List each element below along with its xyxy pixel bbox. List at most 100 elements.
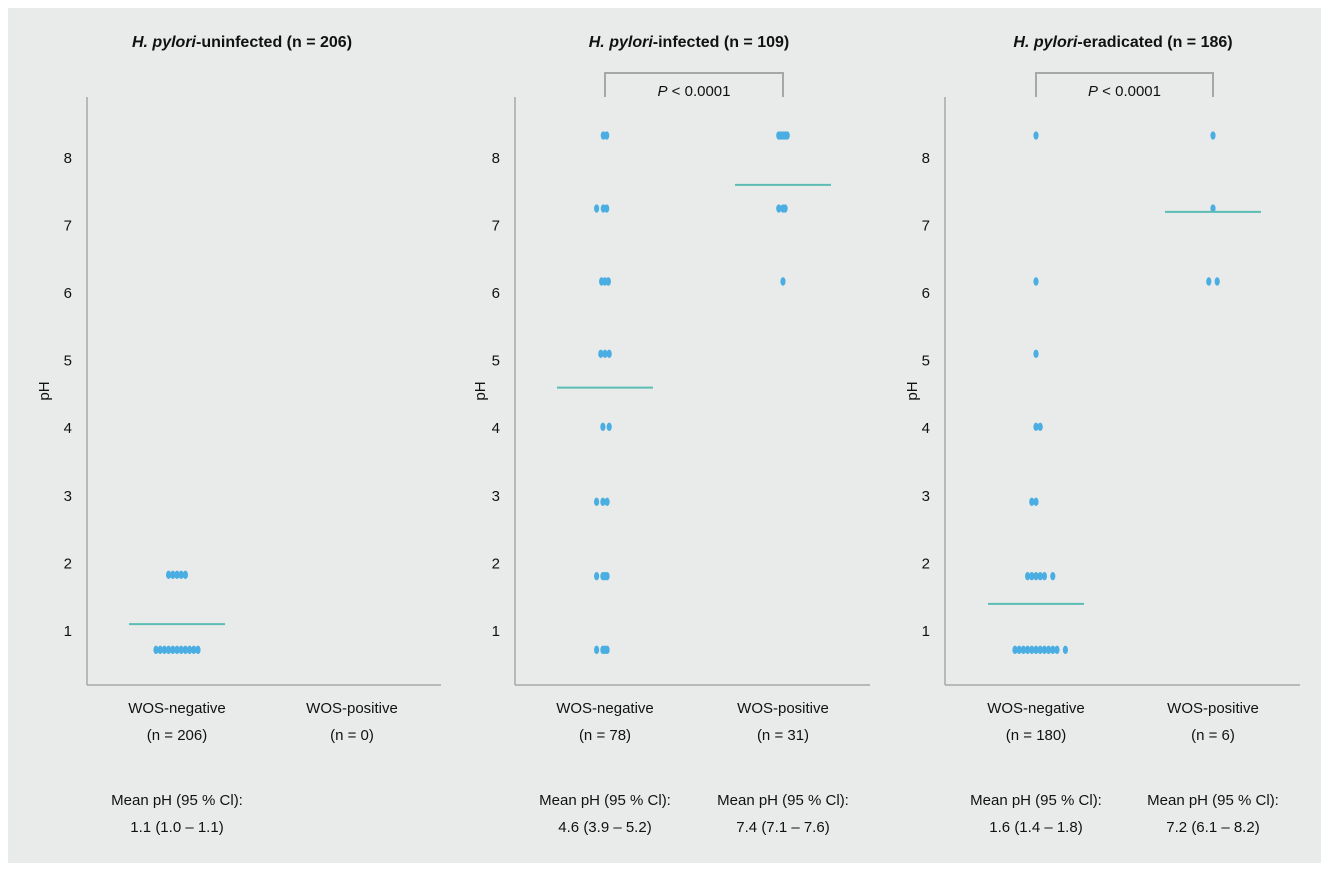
data-point	[166, 570, 172, 580]
y-tick-label: 6	[922, 285, 930, 302]
y-tick-label: 7	[492, 217, 500, 234]
y-tick-label: 5	[922, 353, 930, 370]
data-point	[195, 645, 201, 655]
data-point	[604, 204, 610, 213]
data-point	[1033, 645, 1039, 655]
data-point	[170, 570, 176, 580]
data-point	[594, 497, 600, 507]
data-point	[1033, 277, 1039, 286]
category-label: WOS-positive (n = 0)	[306, 700, 398, 744]
y-tick-label: 6	[492, 285, 500, 302]
data-point	[1206, 277, 1212, 286]
y-tick-label: 3	[922, 488, 930, 505]
data-point	[1025, 645, 1031, 655]
data-point	[178, 645, 184, 655]
y-tick-label: 4	[922, 420, 930, 437]
significance-bracket	[604, 72, 784, 97]
data-point	[1012, 645, 1018, 655]
y-tick-label: 6	[64, 285, 72, 302]
y-tick-label: 3	[492, 488, 500, 505]
data-point	[1029, 571, 1035, 581]
data-point	[606, 422, 612, 432]
data-point	[784, 131, 790, 140]
y-tick-label: 7	[922, 217, 930, 234]
data-point	[602, 349, 608, 359]
y-tick-label: 1	[64, 623, 72, 640]
data-point	[604, 497, 610, 507]
data-point	[1016, 645, 1022, 655]
data-point	[182, 645, 188, 655]
data-point	[1210, 204, 1216, 213]
data-point	[1041, 645, 1047, 655]
y-axis-label: pH	[904, 381, 921, 400]
data-point	[182, 570, 188, 580]
significance-label: P < 0.0001	[658, 83, 731, 100]
data-point	[174, 570, 180, 580]
data-point	[604, 131, 610, 140]
y-tick-label: 2	[64, 555, 72, 572]
data-point	[1029, 497, 1035, 507]
data-point	[174, 645, 180, 655]
data-point	[605, 277, 611, 286]
data-point	[600, 422, 606, 432]
mean-ph-stat: Mean pH (95 % Cl): 7.2 (6.1 – 8.2)	[1147, 792, 1279, 836]
y-tick-label: 5	[64, 353, 72, 370]
data-point	[1214, 277, 1220, 286]
data-point	[782, 204, 788, 213]
y-axis-label: pH	[36, 381, 53, 400]
data-point	[187, 645, 193, 655]
y-tick-label: 2	[922, 555, 930, 572]
y-tick-label: 1	[492, 623, 500, 640]
data-point	[1054, 645, 1060, 655]
data-point	[604, 645, 610, 655]
category-label: WOS-positive (n = 6)	[1167, 700, 1259, 744]
y-tick-label: 8	[64, 150, 72, 167]
significance-bracket	[1035, 72, 1214, 97]
data-point	[594, 645, 600, 655]
y-tick-label: 2	[492, 555, 500, 572]
data-point	[191, 645, 197, 655]
data-point	[1020, 645, 1026, 655]
data-point	[1037, 571, 1043, 581]
data-point	[170, 645, 176, 655]
y-axis-label: pH	[472, 381, 489, 400]
data-point	[1033, 497, 1039, 507]
significance-label: P < 0.0001	[1088, 83, 1161, 100]
mean-ph-stat: Mean pH (95 % Cl): 1.1 (1.0 – 1.1)	[111, 792, 243, 836]
panel-title-infected: H. pylori-infected (n = 109)	[588, 34, 790, 51]
data-point	[1210, 131, 1216, 140]
data-point	[780, 277, 786, 286]
mean-ph-stat: Mean pH (95 % Cl): 7.4 (7.1 – 7.6)	[717, 792, 849, 836]
data-point	[1033, 349, 1039, 359]
y-tick-label: 4	[64, 420, 72, 437]
data-point	[1033, 422, 1039, 432]
y-tick-label: 5	[492, 353, 500, 370]
category-label: WOS-negative (n = 78)	[556, 700, 654, 744]
data-point	[153, 645, 159, 655]
data-point	[1033, 131, 1039, 140]
data-point	[1050, 645, 1056, 655]
data-point	[1062, 645, 1068, 655]
y-tick-label: 8	[922, 150, 930, 167]
data-point	[1037, 645, 1043, 655]
category-label: WOS-negative (n = 206)	[128, 700, 226, 744]
data-point	[178, 570, 184, 580]
data-point	[161, 645, 167, 655]
data-point	[1046, 645, 1052, 655]
mean-ph-stat: Mean pH (95 % Cl): 4.6 (3.9 – 5.2)	[539, 792, 671, 836]
data-point	[598, 349, 604, 359]
data-point	[1033, 571, 1039, 581]
category-label: WOS-positive (n = 31)	[737, 700, 829, 744]
panel-title-uninfected: H. pylori-uninfected (n = 206)	[131, 34, 353, 51]
data-point	[606, 349, 612, 359]
data-point	[1037, 422, 1043, 432]
category-label: WOS-negative (n = 180)	[987, 700, 1085, 744]
data-point	[594, 204, 600, 213]
data-point	[604, 571, 610, 581]
data-point	[1050, 571, 1056, 581]
panel-title-eradicated: H. pylori-eradicated (n = 186)	[1013, 34, 1233, 51]
data-point	[594, 571, 600, 581]
figure-background	[8, 8, 1321, 863]
data-point	[1041, 571, 1047, 581]
